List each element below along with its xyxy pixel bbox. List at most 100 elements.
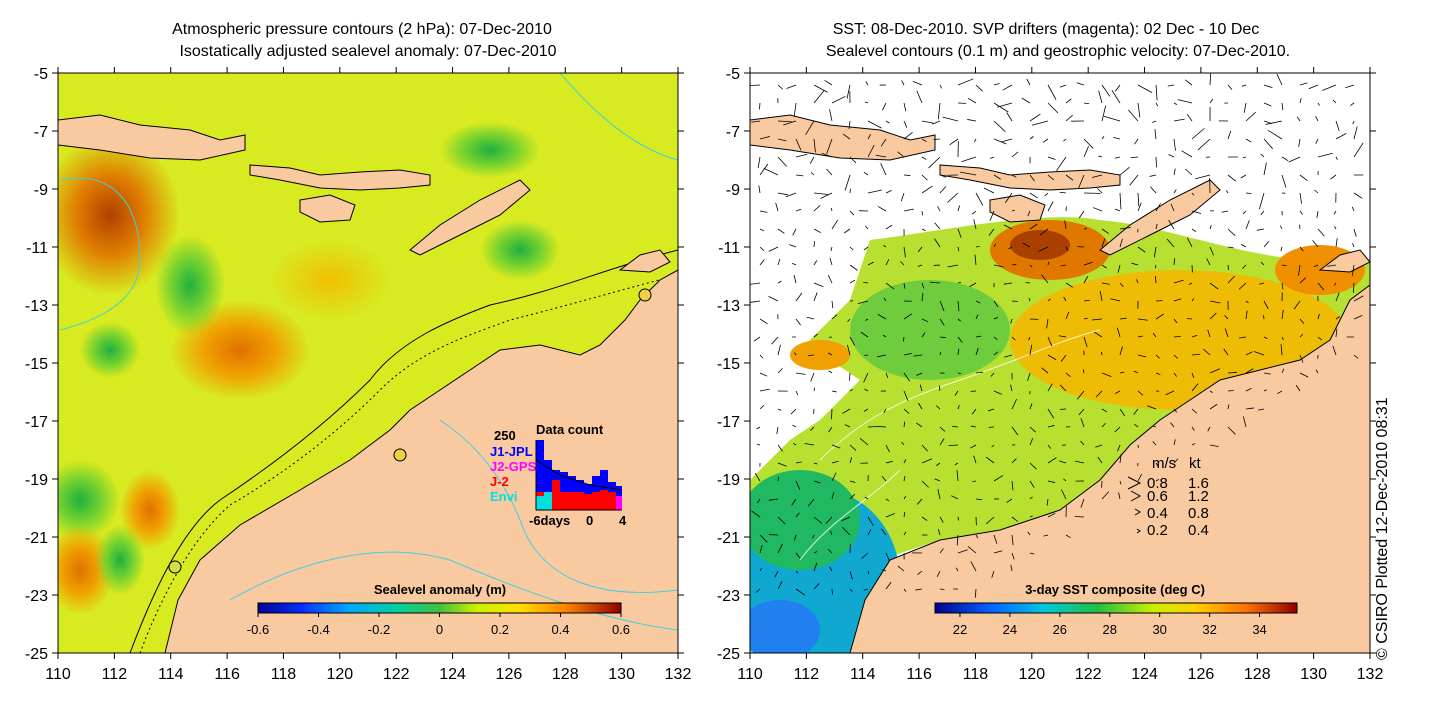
velocity-arrow <box>957 205 961 212</box>
data-count-title: Data count <box>536 422 604 437</box>
velocity-arrow <box>1315 138 1319 144</box>
velocity-arrow <box>759 354 764 359</box>
velocity-arrow <box>759 372 768 377</box>
velocity-arrow <box>1351 264 1355 276</box>
velocity-arrow <box>842 133 851 140</box>
velocity-arrow <box>1317 152 1333 158</box>
data-count-ymax: 250 <box>494 428 516 443</box>
velocity-arrow <box>915 588 923 591</box>
velocity-arrow <box>1058 335 1067 338</box>
velocity-arrow <box>1110 298 1121 302</box>
velocity-arrow <box>1119 480 1122 485</box>
velocity-arrow <box>795 292 803 302</box>
velocity-arrow <box>1039 228 1049 236</box>
velocity-arrow <box>809 156 815 164</box>
velocity-arrow <box>993 475 1004 482</box>
velocity-arrow <box>753 336 761 342</box>
velocity-arrow <box>1029 438 1034 446</box>
velocity-arrow <box>1259 282 1265 285</box>
nusa-tenggara-right <box>939 164 1121 191</box>
left-lon-label: 124 <box>439 666 466 683</box>
velocity-arrow <box>1047 480 1056 483</box>
velocity-arrow <box>903 313 913 320</box>
right-lat-label: -9 <box>726 182 740 199</box>
velocity-arrow <box>777 84 784 90</box>
velocity-arrow <box>1327 264 1337 267</box>
velocity-arrow <box>1047 425 1055 428</box>
velocity-arrow <box>1299 98 1302 104</box>
velocity-arrow <box>987 408 995 412</box>
velocity-arrow <box>882 334 887 338</box>
right-lon-label: 122 <box>1075 666 1102 683</box>
velocity-arrow <box>993 351 999 356</box>
velocity-arrow <box>1267 129 1283 140</box>
velocity-arrow <box>830 246 833 251</box>
tide-gauge-marker <box>168 560 182 574</box>
velocity-arrow <box>1152 425 1157 428</box>
velocity-arrow <box>1029 192 1038 199</box>
velocity-arrow <box>1078 210 1085 219</box>
velocity-arrow <box>1224 328 1229 338</box>
velocity-arrow <box>885 513 895 518</box>
velocity-arrow <box>974 138 977 143</box>
anomaly-low-northeast <box>440 122 540 178</box>
velocity-arrow <box>1047 444 1052 449</box>
right-axis-ticks: 110 112 114 116 118 120 122 124 126 128 130 132 -5 -7… <box>717 66 1384 683</box>
velocity-arrow <box>1173 458 1179 464</box>
data-count-inset: Data count 250 J1-JPL J2-GPS J-2 Envi <box>490 422 627 528</box>
velocity-arrow <box>1119 238 1123 248</box>
velocity-arrow <box>973 455 977 464</box>
velocity-arrow <box>1299 333 1304 338</box>
velocity-arrow <box>1203 348 1211 356</box>
velocity-arrow <box>827 352 833 356</box>
velocity-arrow <box>1097 188 1103 194</box>
velocity-arrow <box>1353 126 1358 140</box>
velocity-arrow <box>1184 79 1193 86</box>
velocity-arrow <box>1227 275 1235 284</box>
left-lon-label: 114 <box>158 666 184 683</box>
left-title-line1: Atmospheric pressure contours (2 hPa): 0… <box>172 21 552 38</box>
java-island <box>58 114 246 161</box>
velocity-arrow <box>1263 84 1273 88</box>
velocity-arrow <box>880 528 887 536</box>
velocity-arrow <box>1209 368 1220 374</box>
velocity-arrow <box>1352 243 1355 248</box>
velocity-arrow <box>939 84 943 89</box>
right-lat-label: -15 <box>717 356 740 373</box>
velocity-arrow <box>1242 210 1247 215</box>
velocity-arrow <box>813 387 816 392</box>
velocity-arrow <box>1168 219 1175 230</box>
velocity-arrow <box>1041 274 1049 284</box>
velocity-arrow <box>939 186 947 194</box>
velocity-arrow <box>829 566 833 572</box>
velocity-arrow <box>993 317 999 320</box>
velocity-arrow <box>1119 282 1124 288</box>
velocity-arrow <box>975 335 982 338</box>
sst-cool-zone <box>850 280 1010 380</box>
velocity-arrow <box>810 172 815 176</box>
velocity-arrow <box>826 168 833 176</box>
velocity-arrow <box>1075 460 1085 464</box>
velocity-arrow <box>860 331 869 338</box>
velocity-arrow <box>750 300 761 303</box>
velocity-arrow <box>1258 408 1265 411</box>
velocity-arrow <box>1317 313 1320 320</box>
velocity-arrow <box>831 492 835 500</box>
velocity-arrow <box>1083 299 1090 302</box>
velocity-arrow <box>863 372 869 383</box>
velocity-arrow <box>957 281 962 284</box>
velocity-arrow <box>1299 318 1305 324</box>
velocity-arrow <box>867 570 870 575</box>
velocity-arrow <box>842 408 851 414</box>
velocity-arrow <box>795 461 802 464</box>
velocity-arrow <box>1029 403 1033 410</box>
velocity-arrow <box>936 405 941 410</box>
velocity-arrow <box>1065 311 1070 320</box>
velocity-arrow <box>1245 368 1254 374</box>
anomaly-low-southwest <box>58 460 120 540</box>
velocity-arrow <box>934 222 941 230</box>
velocity-arrow <box>993 264 1004 268</box>
velocity-arrow <box>1256 228 1265 231</box>
velocity-arrow <box>1028 336 1031 341</box>
